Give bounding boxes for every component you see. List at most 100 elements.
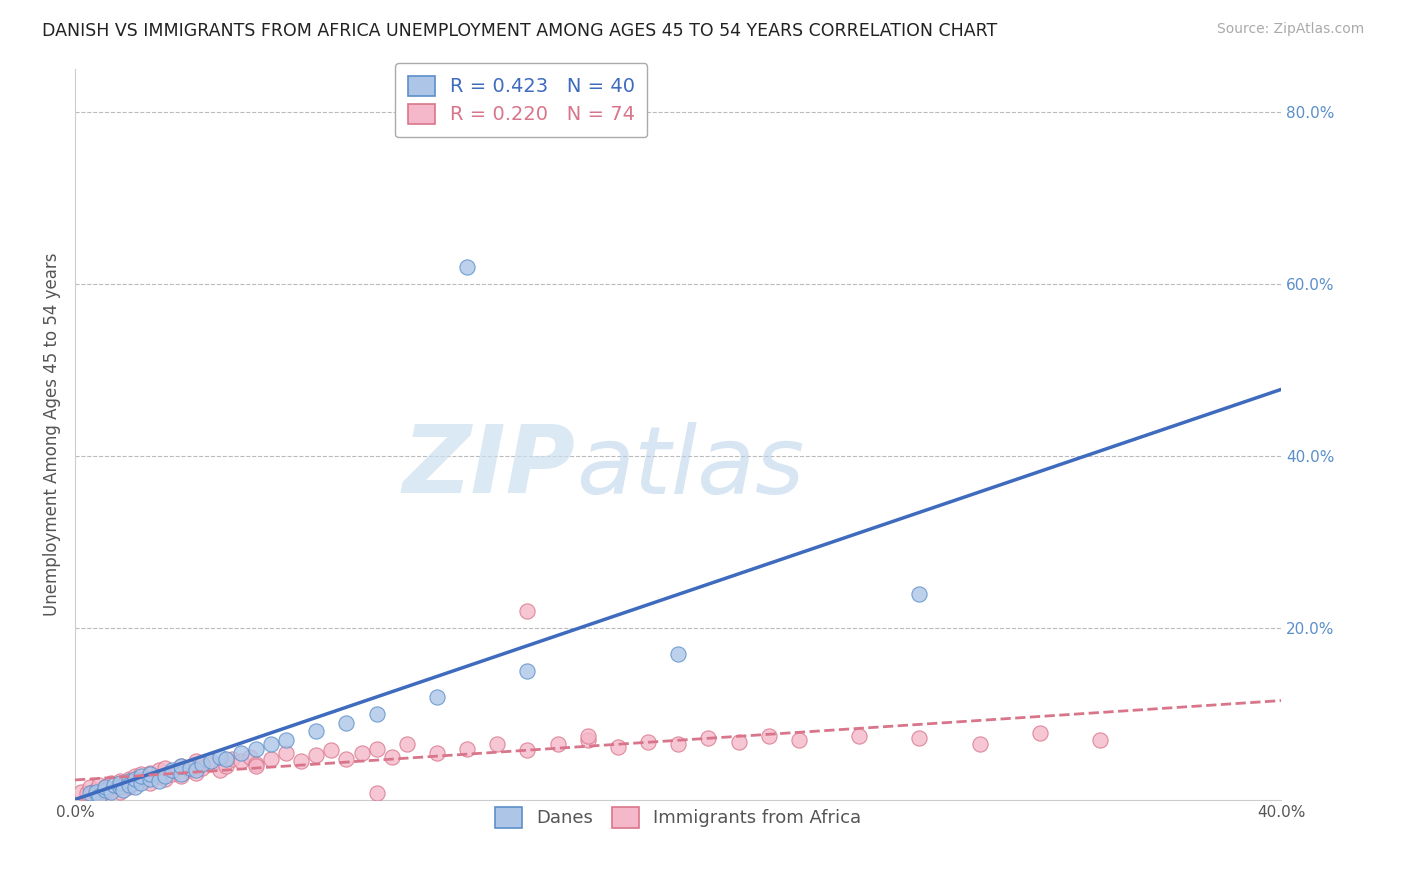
- Point: [547, 737, 569, 751]
- Point: [82, 784, 104, 798]
- Point: [335, 752, 357, 766]
- Point: [118, 780, 141, 795]
- Point: [606, 739, 628, 754]
- Point: [131, 774, 153, 789]
- Point: [79, 786, 101, 800]
- Point: [516, 604, 538, 618]
- Point: [184, 763, 207, 777]
- Point: [105, 780, 128, 795]
- Point: [666, 737, 689, 751]
- Point: [110, 776, 132, 790]
- Point: [908, 731, 931, 746]
- Point: [148, 763, 170, 777]
- Point: [94, 780, 117, 795]
- Point: [124, 769, 146, 783]
- Point: [89, 789, 111, 803]
- Point: [118, 778, 141, 792]
- Point: [79, 780, 101, 795]
- Legend: Danes, Immigrants from Africa: Danes, Immigrants from Africa: [488, 800, 869, 835]
- Point: [229, 746, 252, 760]
- Point: [139, 772, 162, 786]
- Point: [516, 664, 538, 678]
- Text: DANISH VS IMMIGRANTS FROM AFRICA UNEMPLOYMENT AMONG AGES 45 TO 54 YEARS CORRELAT: DANISH VS IMMIGRANTS FROM AFRICA UNEMPLO…: [42, 22, 997, 40]
- Text: Source: ZipAtlas.com: Source: ZipAtlas.com: [1216, 22, 1364, 37]
- Point: [139, 765, 162, 780]
- Point: [139, 767, 162, 781]
- Point: [576, 733, 599, 747]
- Point: [100, 784, 122, 798]
- Point: [787, 733, 810, 747]
- Point: [94, 780, 117, 795]
- Point: [321, 743, 343, 757]
- Point: [208, 750, 231, 764]
- Point: [190, 757, 212, 772]
- Point: [94, 784, 117, 798]
- Point: [245, 757, 267, 772]
- Point: [215, 752, 238, 766]
- Point: [112, 778, 135, 792]
- Point: [697, 731, 720, 746]
- Point: [637, 734, 659, 748]
- Point: [1029, 726, 1052, 740]
- Point: [666, 647, 689, 661]
- Point: [848, 729, 870, 743]
- Point: [456, 741, 478, 756]
- Point: [221, 752, 243, 766]
- Point: [94, 783, 117, 797]
- Point: [100, 776, 122, 790]
- Point: [426, 690, 449, 704]
- Point: [260, 752, 283, 766]
- Y-axis label: Unemployment Among Ages 45 to 54 years: Unemployment Among Ages 45 to 54 years: [44, 252, 60, 616]
- Point: [169, 759, 191, 773]
- Point: [486, 737, 509, 751]
- Point: [366, 741, 388, 756]
- Point: [245, 741, 267, 756]
- Point: [576, 729, 599, 743]
- Point: [155, 772, 177, 786]
- Point: [908, 586, 931, 600]
- Point: [155, 760, 177, 774]
- Point: [305, 748, 328, 763]
- Point: [84, 784, 107, 798]
- Point: [118, 772, 141, 786]
- Point: [148, 769, 170, 783]
- Point: [131, 769, 153, 783]
- Point: [124, 772, 146, 786]
- Point: [1090, 733, 1112, 747]
- Text: atlas: atlas: [575, 422, 804, 513]
- Point: [245, 759, 267, 773]
- Point: [100, 783, 122, 797]
- Point: [76, 786, 98, 800]
- Point: [70, 784, 93, 798]
- Point: [84, 783, 107, 797]
- Point: [260, 737, 283, 751]
- Point: [276, 733, 298, 747]
- Point: [381, 750, 404, 764]
- Point: [200, 755, 222, 769]
- Point: [110, 780, 132, 795]
- Point: [350, 746, 373, 760]
- Point: [169, 767, 191, 781]
- Point: [160, 767, 183, 781]
- Point: [110, 784, 132, 798]
- Point: [200, 757, 222, 772]
- Point: [148, 774, 170, 789]
- Point: [426, 746, 449, 760]
- Point: [290, 755, 312, 769]
- Point: [112, 783, 135, 797]
- Point: [124, 780, 146, 795]
- Point: [110, 774, 132, 789]
- Point: [179, 760, 201, 774]
- Point: [124, 776, 146, 790]
- Point: [758, 729, 780, 743]
- Point: [208, 763, 231, 777]
- Point: [89, 786, 111, 800]
- Point: [89, 778, 111, 792]
- Point: [366, 786, 388, 800]
- Point: [118, 774, 141, 789]
- Point: [305, 724, 328, 739]
- Point: [184, 765, 207, 780]
- Point: [456, 260, 478, 274]
- Point: [727, 734, 749, 748]
- Point: [169, 769, 191, 783]
